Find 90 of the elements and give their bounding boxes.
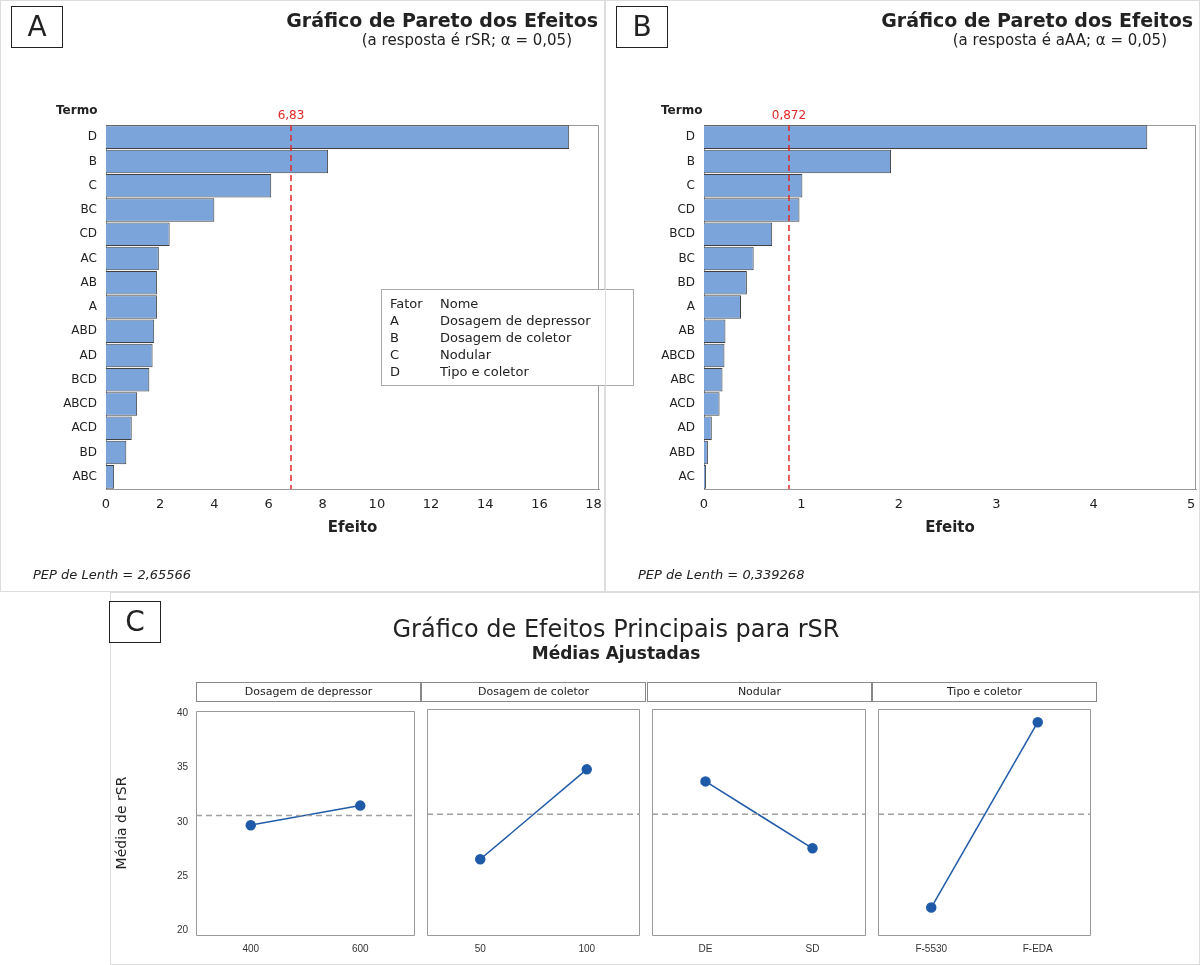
x-tick-label: 2	[894, 496, 903, 512]
x-tick-label: SD	[805, 942, 820, 954]
y-tick-label: AB	[80, 274, 97, 289]
chart-title: Gráfico de Pareto dos Efeitos	[881, 9, 1193, 31]
x-tick-label: 4	[210, 496, 219, 512]
y-tick-label: ABCD	[661, 347, 695, 362]
x-tick-label: 8	[318, 496, 327, 512]
y-tick-label: ABD	[669, 444, 695, 459]
chart-title: Gráfico de Pareto dos Efeitos	[286, 9, 598, 31]
y-tick-label: 25	[176, 870, 189, 882]
annotation: Dosagem de depressor	[440, 313, 592, 328]
y-axis-title: Média de rSR	[113, 776, 130, 870]
y-tick-label: 40	[176, 706, 189, 718]
y-tick-label: A	[686, 299, 696, 314]
annotation: Dosagem de coletor	[440, 330, 573, 345]
y-axis-title: Termo	[661, 103, 703, 117]
y-tick-label: BCD	[71, 371, 97, 386]
chart-subtitle: (a resposta é aAA; α = 0,05)	[952, 31, 1167, 49]
y-tick-label: ACD	[669, 396, 695, 411]
y-tick-label: C	[88, 177, 97, 192]
y-tick-label: AD	[677, 420, 695, 435]
y-tick-label: BCD	[669, 226, 695, 241]
x-tick-label: 14	[476, 496, 494, 512]
annotation: B	[390, 330, 400, 345]
y-tick-label: 20	[176, 924, 189, 936]
x-tick-label: 0	[101, 496, 111, 512]
x-tick-label: 2	[156, 496, 165, 512]
y-tick-label: BC	[80, 202, 97, 217]
y-tick-label: AC	[80, 250, 97, 265]
y-tick-label: CD	[677, 202, 695, 217]
x-tick-label: 6	[264, 496, 273, 512]
annotation: Fator	[390, 296, 424, 311]
y-tick-label: D	[87, 129, 97, 144]
y-tick-label: BD	[677, 274, 695, 289]
annotation: A	[390, 313, 400, 328]
x-tick-label: 600	[351, 942, 370, 954]
annotation: Tipo e coletor	[440, 364, 530, 379]
y-tick-label: B	[88, 153, 97, 168]
annotation: Nome	[440, 296, 480, 311]
y-tick-label: ABD	[71, 323, 97, 338]
x-axis-title: Efeito	[327, 517, 378, 536]
x-tick-label: 10	[368, 496, 386, 512]
y-tick-label: ACD	[71, 420, 97, 435]
x-tick-label: 4	[1089, 496, 1098, 512]
x-tick-label: 100	[578, 942, 596, 954]
y-axis-title: Termo	[56, 103, 98, 117]
text: PEP de Lenth = 0,339268	[638, 567, 805, 582]
ref-line-label: 0,872	[771, 108, 807, 123]
chart-title: Tipo e coletor	[872, 682, 1097, 702]
x-tick-label: 50	[474, 942, 487, 954]
y-tick-label: C	[686, 177, 695, 192]
x-tick-label: 18	[585, 496, 602, 512]
x-tick-label: F-5530	[915, 942, 948, 954]
annotation: D	[390, 364, 401, 379]
y-tick-label: 35	[176, 761, 189, 773]
y-tick-label: D	[685, 129, 695, 144]
text: A	[11, 6, 63, 48]
y-tick-label: AC	[678, 468, 695, 483]
y-tick-label: ABC	[670, 371, 695, 386]
text: PEP de Lenth = 2,65566	[33, 567, 192, 582]
text: Gráfico de Efeitos Principais para rSR	[392, 615, 840, 643]
x-tick-label: 400	[242, 942, 260, 954]
annotation: C	[390, 347, 401, 362]
x-tick-label: 0	[699, 496, 709, 512]
chart-title: Dosagem de coletor	[421, 682, 646, 702]
ref-line-label: 6,83	[277, 108, 305, 123]
y-tick-label: BD	[79, 444, 97, 459]
y-tick-label: ABCD	[63, 396, 97, 411]
y-tick-label: CD	[79, 226, 97, 241]
y-tick-label: A	[88, 299, 98, 314]
chart-subtitle: (a resposta é rSR; α = 0,05)	[361, 31, 572, 49]
x-tick-label: 16	[531, 496, 548, 512]
y-tick-label: 30	[176, 815, 189, 827]
x-tick-label: F-EDA	[1022, 942, 1054, 954]
x-tick-label: 5	[1186, 496, 1196, 512]
y-tick-label: ABC	[72, 468, 97, 483]
x-tick-label: 3	[992, 496, 1001, 512]
y-tick-label: AD	[79, 347, 97, 362]
chart-title: Dosagem de depressor	[196, 682, 421, 702]
y-tick-label: BC	[678, 250, 695, 265]
x-tick-label: DE	[698, 942, 713, 954]
x-tick-label: 1	[797, 496, 806, 512]
text: B	[616, 6, 668, 48]
y-tick-label: B	[686, 153, 695, 168]
text: Médias Ajustadas	[530, 643, 702, 663]
chart-title: Nodular	[647, 682, 872, 702]
y-tick-label: AB	[678, 323, 695, 338]
x-tick-label: 12	[422, 496, 440, 512]
x-axis-title: Efeito	[925, 517, 975, 536]
annotation: Nodular	[440, 347, 493, 362]
